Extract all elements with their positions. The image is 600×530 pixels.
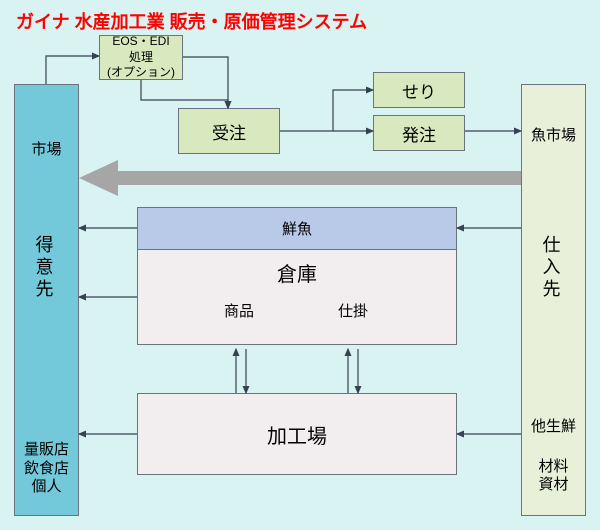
wip-label: 仕掛 bbox=[338, 300, 368, 321]
supplier-label: 仕入先 bbox=[544, 235, 564, 301]
customer-types: 量販店 飲食店 個人 bbox=[15, 441, 78, 497]
warehouse-title: 倉庫 bbox=[138, 258, 456, 287]
market-label: 市場 bbox=[15, 141, 78, 160]
customer-block: 市場 得意先 量販店 飲食店 個人 bbox=[14, 84, 79, 516]
materials-label: 材料 資材 bbox=[522, 458, 585, 496]
fishmarket-label: 魚市場 bbox=[522, 127, 585, 146]
eos-edi-box: EOS・EDI 処理 (オプション) bbox=[99, 35, 183, 80]
main-flow-arrow bbox=[79, 160, 521, 196]
fresh-fish-section: 鮮魚 bbox=[138, 208, 456, 250]
customer-label: 得意先 bbox=[37, 235, 57, 301]
order-place-box: 発注 bbox=[373, 115, 465, 151]
auction-box: せり bbox=[373, 72, 465, 108]
supplier-block: 魚市場 仕入先 他生鮮 材料 資材 bbox=[521, 84, 586, 516]
order-receive-box: 受注 bbox=[178, 108, 280, 154]
warehouse-block: 鮮魚 倉庫 商品 仕掛 bbox=[137, 207, 457, 345]
page-title: ガイナ 水産加工業 販売・原価管理システム bbox=[16, 8, 367, 34]
product-label: 商品 bbox=[224, 300, 254, 321]
factory-block: 加工場 bbox=[137, 393, 457, 475]
other-fresh-label: 他生鮮 bbox=[522, 418, 585, 437]
